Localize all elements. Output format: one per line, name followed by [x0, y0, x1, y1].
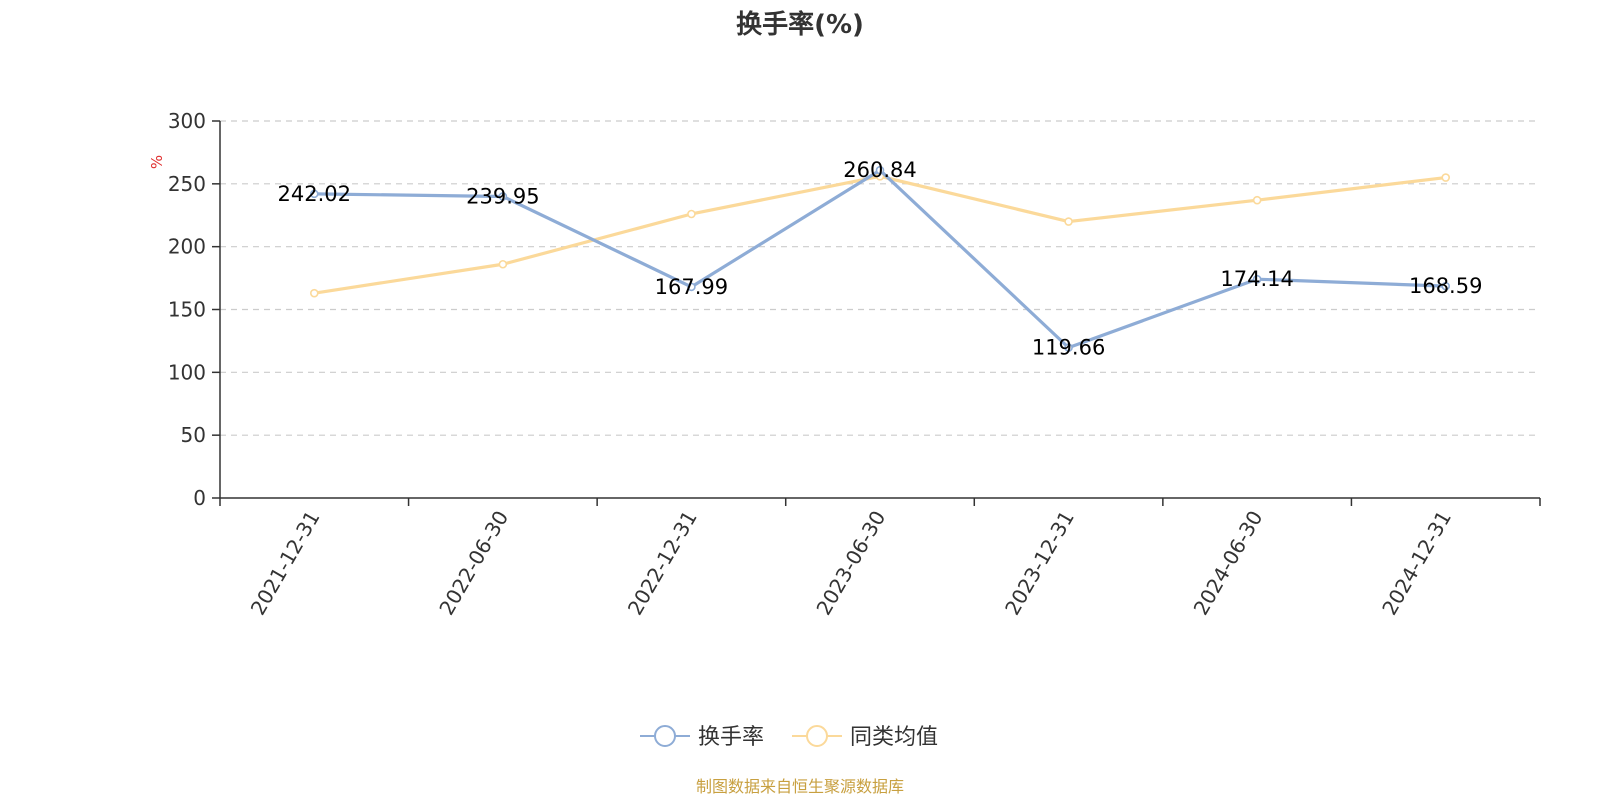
- legend-item-peer-average[interactable]: 同类均值: [792, 725, 938, 750]
- y-tick-label: 200: [168, 235, 206, 259]
- x-tick-label: 2024-06-30: [1189, 507, 1268, 620]
- legend-label: 换手率: [698, 725, 764, 750]
- series-lines: [309, 165, 1451, 352]
- turnover-rate-point: [1064, 343, 1073, 352]
- turnover-rate-point: [1252, 274, 1262, 284]
- y-tick-label: 300: [168, 109, 206, 133]
- legend[interactable]: 换手率 同类均值: [640, 725, 938, 750]
- data-label: 167.99: [655, 275, 728, 299]
- x-tick-label: 2022-12-31: [623, 507, 702, 620]
- data-label: 119.66: [1032, 336, 1105, 360]
- data-label: 174.14: [1220, 267, 1293, 291]
- turnover-rate-point: [498, 192, 508, 201]
- data-labels: 242.02 239.95 167.99 260.84 119.66 174.14 168.…: [278, 158, 1483, 359]
- peer-average-point: [1064, 217, 1073, 226]
- legend-circle-icon: [806, 725, 828, 747]
- x-tick-label: 2023-06-30: [811, 507, 890, 620]
- chart-title: 换手率(%): [736, 9, 864, 40]
- legend-label: 同类均值: [850, 725, 938, 750]
- peer-average-point: [1252, 195, 1262, 205]
- data-label: 260.84: [843, 158, 916, 182]
- turnover-rate-point: [687, 282, 696, 292]
- y-tick-label: 0: [193, 486, 206, 510]
- y-tick-label: 50: [181, 423, 206, 447]
- turnover-rate-point: [1441, 281, 1451, 291]
- peer-average-point: [498, 259, 508, 269]
- turnover-rate-point: [875, 165, 885, 175]
- source-note: 制图数据来自恒生聚源数据库: [696, 777, 904, 796]
- y-tick-label: 150: [168, 298, 206, 322]
- peer-average-point: [1441, 173, 1451, 182]
- x-tick-label: 2023-12-31: [1000, 507, 1079, 620]
- legend-item-turnover-rate[interactable]: 换手率: [640, 725, 764, 750]
- y-tick-label: 100: [168, 360, 206, 384]
- peer-average-point: [687, 209, 696, 219]
- x-tick-label: 2024-12-31: [1377, 507, 1456, 620]
- x-tick-label: 2021-12-31: [246, 507, 325, 620]
- legend-circle-icon: [654, 725, 676, 747]
- peer-average-point: [309, 288, 319, 298]
- y-tick-label: 250: [168, 172, 206, 196]
- data-label: 168.59: [1409, 274, 1482, 298]
- grid-lines: [220, 120, 1540, 436]
- x-tick-label: 2022-06-30: [434, 507, 513, 620]
- y-axis-unit-label: %: [148, 155, 166, 169]
- data-label: 239.95: [466, 184, 539, 208]
- data-label: 242.02: [278, 182, 351, 206]
- turnover-rate-point: [309, 189, 319, 199]
